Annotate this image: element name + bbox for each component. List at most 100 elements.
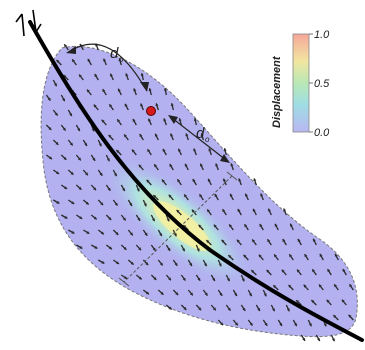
transect-line (123, 175, 233, 283)
colorbar-gradient (292, 33, 310, 133)
displacement-vector-head (62, 98, 65, 102)
displacement-vector-head (64, 186, 68, 189)
displacement-vector-head (252, 239, 255, 243)
displacement-vector-head (115, 232, 119, 235)
displacement-vector-head (176, 209, 180, 213)
displacement-vector-head (122, 217, 126, 221)
displacement-vector-head (274, 223, 278, 227)
displacement-vector-head (62, 127, 66, 131)
displacement-vector-head (147, 149, 151, 153)
strike-slip-half-arrows-icon (15, 9, 42, 37)
displacement-vector-head (56, 171, 60, 174)
displacement-vector-head (93, 216, 97, 220)
displacement-vector-head (86, 231, 90, 234)
displacement-vector-head (136, 188, 140, 192)
displacement-vector-head (124, 276, 128, 279)
displacement-vector-head (72, 59, 75, 63)
displacement-vector-head (312, 238, 316, 242)
displacement-vector-head (114, 173, 117, 177)
displacement-vector-head (283, 208, 287, 212)
displacement-vector-head (101, 260, 105, 264)
displacement-vector-head (64, 215, 68, 219)
displacement-vector-head (219, 292, 223, 296)
displacement-vector-head (130, 261, 134, 265)
displacement-vector-head (87, 89, 90, 93)
displacement-vector-head (251, 270, 255, 273)
displacement-vector-head (93, 187, 96, 191)
displacement-vector-head (199, 194, 203, 198)
displacement-vector-head (101, 119, 105, 123)
displacement-vector-head (319, 253, 323, 257)
displacement-vector-head (54, 83, 57, 87)
displacement-vector-head (191, 209, 195, 213)
displacement-vector-head (125, 73, 129, 77)
displacement-vector-head (85, 201, 89, 205)
displacement-vector-head (289, 223, 293, 227)
displacement-vector-head (107, 187, 111, 191)
displacement-vector-head (79, 216, 83, 219)
displacement-vector-head (168, 306, 172, 310)
displacement-vector-head (122, 188, 125, 192)
displacement-vector-head (123, 246, 127, 250)
displacement-vector-head (197, 277, 201, 281)
transect-tick-upper (226, 171, 238, 181)
displacement-vector-head (109, 104, 113, 108)
displacement-vector-head (182, 248, 185, 252)
displacement-vector-head (237, 209, 241, 212)
displacement-vector-head (289, 254, 293, 258)
displacement-vector-head (189, 263, 192, 266)
displacement-vector-head (222, 209, 226, 213)
displacement-vector-head (170, 103, 174, 106)
displacement-vector-head (162, 148, 166, 152)
displacement-vector-head (70, 171, 74, 175)
displacement-vector-head (294, 323, 297, 327)
displacement-vector-head (148, 88, 152, 92)
displacement-vector-head (323, 323, 327, 327)
displacement-vector-head (63, 156, 67, 160)
displacement-vector-head (238, 178, 242, 182)
displacement-vector-head (163, 88, 168, 91)
displacement-vector-head (342, 269, 346, 272)
displacement-vector-head (229, 224, 232, 228)
displacement-vector-head (170, 133, 174, 137)
displacement-vector-head (182, 277, 186, 281)
colorbar: Displacement 1.0 0.5 0.0 (271, 29, 330, 139)
displacement-vector-head (102, 89, 106, 93)
displacement-vector-head (154, 133, 158, 137)
displacement-vector-head (245, 193, 248, 197)
displacement-vector-head (100, 231, 104, 235)
displacement-vector-head (264, 322, 268, 326)
displacement-vector-head (144, 232, 148, 236)
displacement-vector-head (229, 193, 233, 197)
transect-tick-lower (118, 277, 130, 287)
displacement-vector-head (212, 278, 215, 281)
displacement-vector-head (87, 58, 91, 62)
displacement-vector-head (130, 232, 133, 236)
displacement-vector-head (334, 253, 338, 257)
displacement-vector-head (348, 314, 352, 318)
displacement-vector-head (71, 201, 75, 204)
displacement-vector-head (207, 178, 211, 182)
displacement-vector-head (273, 285, 277, 289)
colorbar-tick-label: 1.0 (314, 29, 330, 41)
displacement-vector-head (267, 239, 271, 243)
displacement-vector-head (160, 291, 164, 295)
displacement-vector-head (178, 148, 181, 152)
displacement-vector-head (175, 292, 179, 296)
displacement-vector-head (100, 202, 104, 206)
displacement-vector-head (64, 44, 68, 48)
displacement-vector-head (189, 292, 193, 296)
displacement-vector-head (168, 277, 171, 281)
displacement-vector-head (145, 262, 149, 266)
displacement-vector-head (92, 157, 96, 161)
displacement-vector-head (308, 323, 312, 327)
displacement-vector-head (117, 119, 121, 123)
displacement-vector-head (218, 263, 222, 267)
displacement-vector-head (166, 218, 170, 222)
displacement-vector-head (49, 156, 52, 160)
displacement-vector-head (48, 127, 52, 130)
colorbar-tick-label: 0.5 (314, 78, 330, 90)
displacement-vector-head (132, 149, 135, 153)
